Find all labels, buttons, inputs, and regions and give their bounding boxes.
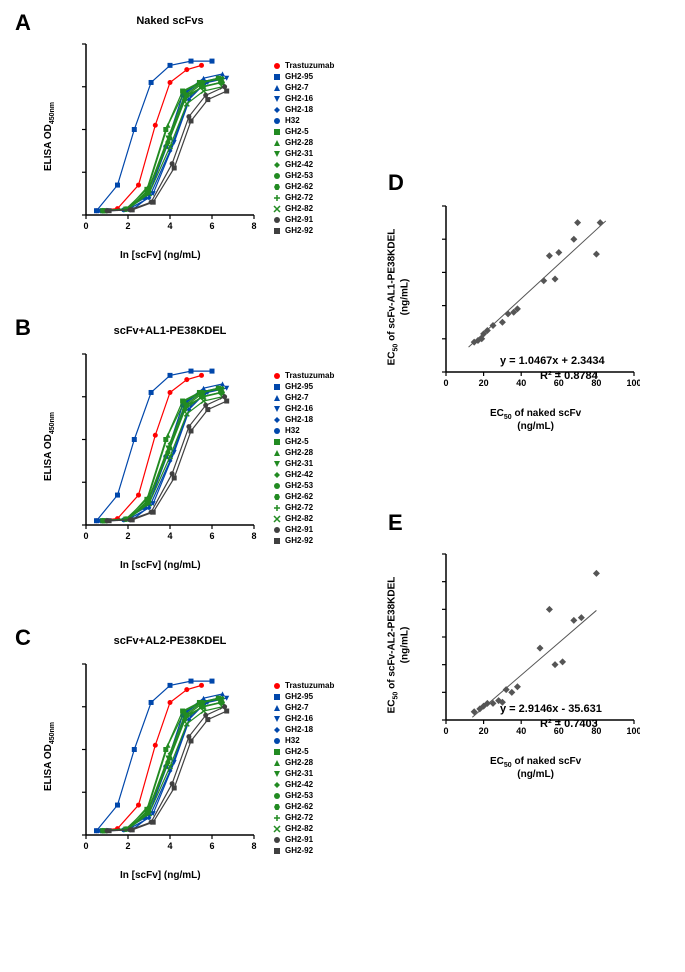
- svg-text:8: 8: [251, 221, 256, 231]
- svg-text:20: 20: [479, 378, 489, 388]
- panel-c-title: scFv+AL2-PE38KDEL: [100, 635, 240, 647]
- legend-item: GH2-53: [272, 170, 334, 181]
- legend-item: GH2-42: [272, 779, 334, 790]
- legend-item: GH2-95: [272, 691, 334, 702]
- panel-b-xlabel: In [scFv] (ng/mL): [120, 560, 201, 571]
- svg-text:6: 6: [209, 531, 214, 541]
- svg-text:100: 100: [626, 726, 640, 736]
- svg-text:100: 100: [626, 378, 640, 388]
- panel-a-chart: 0123402468: [80, 38, 260, 233]
- legend-item: GH2-7: [272, 82, 334, 93]
- panel-a-label: A: [15, 10, 31, 36]
- legend-item: Trastuzumab: [272, 680, 334, 691]
- svg-text:4: 4: [167, 841, 172, 851]
- panel-a-legend: TrastuzumabGH2-95GH2-7GH2-16GH2-18H32GH2…: [272, 60, 334, 236]
- svg-text:6: 6: [209, 221, 214, 231]
- panel-d-xlabel: EC50 of naked scFv (ng/mL): [490, 408, 581, 432]
- panel-d-label: D: [388, 170, 404, 196]
- legend-item: GH2-62: [272, 801, 334, 812]
- svg-text:40: 40: [516, 726, 526, 736]
- panel-e-equation: y = 2.9146x - 35.631: [500, 703, 602, 715]
- legend-item: GH2-91: [272, 524, 334, 535]
- svg-text:0: 0: [83, 531, 88, 541]
- legend-item: Trastuzumab: [272, 60, 334, 71]
- legend-item: GH2-92: [272, 225, 334, 236]
- legend-item: GH2-16: [272, 403, 334, 414]
- legend-item: GH2-16: [272, 713, 334, 724]
- panel-a-ylabel: ELISA OD450nm: [43, 102, 56, 171]
- legend-item: GH2-72: [272, 192, 334, 203]
- legend-item: GH2-28: [272, 757, 334, 768]
- legend-item: GH2-95: [272, 71, 334, 82]
- panel-e-xlabel: EC50 of naked scFv (ng/mL): [490, 756, 581, 780]
- panel-c-ylabel: ELISA OD450nm: [43, 722, 56, 791]
- legend-item: GH2-72: [272, 502, 334, 513]
- legend-item: GH2-31: [272, 768, 334, 779]
- svg-text:0: 0: [83, 221, 88, 231]
- svg-text:0: 0: [443, 378, 448, 388]
- legend-item: GH2-82: [272, 203, 334, 214]
- svg-text:2: 2: [125, 221, 130, 231]
- panel-e-r2: R² = 0.7403: [540, 718, 598, 730]
- legend-item: GH2-92: [272, 845, 334, 856]
- legend-item: GH2-42: [272, 159, 334, 170]
- svg-text:40: 40: [516, 378, 526, 388]
- panel-b-ylabel: ELISA OD450nm: [43, 412, 56, 481]
- svg-text:2: 2: [125, 841, 130, 851]
- legend-item: H32: [272, 425, 334, 436]
- panel-b-label: B: [15, 315, 31, 341]
- svg-text:20: 20: [479, 726, 489, 736]
- panel-c-legend: TrastuzumabGH2-95GH2-7GH2-16GH2-18H32GH2…: [272, 680, 334, 856]
- panel-d-r2: R² = 0.8784: [540, 370, 598, 382]
- panel-a-title: Naked scFvs: [110, 15, 230, 27]
- panel-d-equation: y = 1.0467x + 2.3434: [500, 355, 605, 367]
- legend-item: GH2-62: [272, 181, 334, 192]
- legend-item: GH2-28: [272, 447, 334, 458]
- legend-item: GH2-53: [272, 790, 334, 801]
- legend-item: GH2-5: [272, 746, 334, 757]
- legend-item: GH2-7: [272, 702, 334, 713]
- legend-item: GH2-82: [272, 513, 334, 524]
- legend-item: GH2-28: [272, 137, 334, 148]
- legend-item: GH2-91: [272, 834, 334, 845]
- panel-c-chart: 0123402468: [80, 658, 260, 853]
- legend-item: GH2-5: [272, 436, 334, 447]
- svg-text:0: 0: [83, 841, 88, 851]
- panel-c-xlabel: In [scFv] (ng/mL): [120, 870, 201, 881]
- legend-item: GH2-18: [272, 414, 334, 425]
- legend-item: GH2-95: [272, 381, 334, 392]
- legend-item: GH2-92: [272, 535, 334, 546]
- svg-text:6: 6: [209, 841, 214, 851]
- legend-item: GH2-7: [272, 392, 334, 403]
- panel-b-legend: TrastuzumabGH2-95GH2-7GH2-16GH2-18H32GH2…: [272, 370, 334, 546]
- svg-text:4: 4: [167, 531, 172, 541]
- legend-item: GH2-18: [272, 104, 334, 115]
- legend-item: GH2-72: [272, 812, 334, 823]
- legend-item: GH2-31: [272, 458, 334, 469]
- legend-item: GH2-62: [272, 491, 334, 502]
- legend-item: GH2-42: [272, 469, 334, 480]
- panel-b-chart: 0123402468: [80, 348, 260, 543]
- legend-item: GH2-5: [272, 126, 334, 137]
- panel-a-xlabel: In [scFv] (ng/mL): [120, 250, 201, 261]
- legend-item: GH2-31: [272, 148, 334, 159]
- panel-e-ylabel: EC50 of scFv-AL2-PE38KDEL (ng/mL): [386, 577, 410, 714]
- svg-text:8: 8: [251, 531, 256, 541]
- panel-e-label: E: [388, 510, 403, 536]
- legend-item: Trastuzumab: [272, 370, 334, 381]
- svg-text:4: 4: [167, 221, 172, 231]
- panel-d-ylabel: EC50 of scFv-AL1-PE38KDEL (ng/mL): [386, 229, 410, 366]
- legend-item: GH2-91: [272, 214, 334, 225]
- panel-c-label: C: [15, 625, 31, 651]
- legend-item: H32: [272, 115, 334, 126]
- legend-item: GH2-16: [272, 93, 334, 104]
- legend-item: GH2-53: [272, 480, 334, 491]
- svg-text:0: 0: [443, 726, 448, 736]
- legend-item: GH2-18: [272, 724, 334, 735]
- svg-text:2: 2: [125, 531, 130, 541]
- svg-text:8: 8: [251, 841, 256, 851]
- legend-item: H32: [272, 735, 334, 746]
- legend-item: GH2-82: [272, 823, 334, 834]
- panel-b-title: scFv+AL1-PE38KDEL: [100, 325, 240, 337]
